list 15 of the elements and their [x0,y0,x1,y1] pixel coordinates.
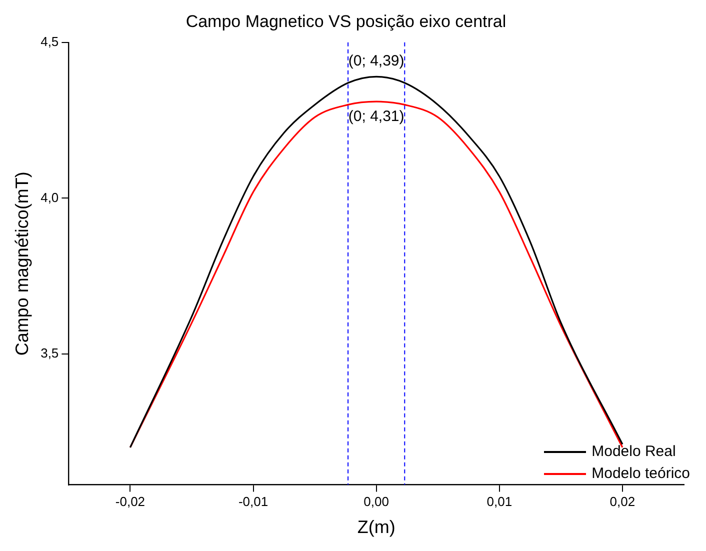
y-axis-title: Campo magnético(mT) [12,172,32,356]
x-tick-label: 0,01 [486,494,512,510]
y-tick-label: 4,5 [40,34,59,49]
x-tick-label: -0,02 [115,494,146,510]
y-tick-label: 3,5 [40,346,59,361]
x-tick-label: 0,02 [610,494,636,510]
legend-label: Modelo teórico [592,464,690,484]
x-tick-label: 0,00 [364,494,389,510]
legend-label: Modelo Real [592,442,676,462]
chart-title: Campo Magnetico VS posição eixo central [186,12,506,31]
y-tick-label: 4,0 [40,190,59,205]
x-tick-label: -0,01 [238,494,268,510]
annotation: (0; 4,39) [348,52,404,70]
annotation: (0; 4,31) [348,108,404,126]
x-axis-title: Z(m) [357,517,396,538]
